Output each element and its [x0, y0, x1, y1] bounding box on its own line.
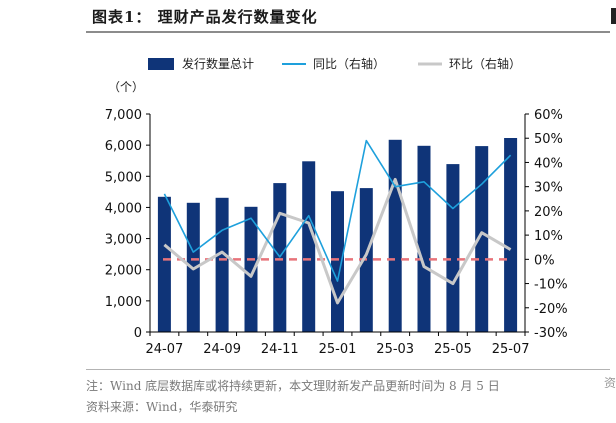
bar-25-07	[504, 138, 518, 332]
x-tick-label: 25-03	[376, 342, 414, 357]
y-left-tick-label: 5,000	[105, 170, 142, 185]
footer-divider	[86, 369, 610, 370]
y-left-tick-label: 4,000	[105, 201, 142, 216]
title-divider	[86, 31, 610, 33]
adjacent-figure-text-fragment: 资	[604, 376, 616, 388]
y-right-tick-label: -30%	[534, 326, 568, 341]
y-right-tick-label: 50%	[534, 132, 563, 147]
y-right-tick-label: 60%	[534, 108, 563, 123]
bar-25-05	[446, 164, 460, 332]
footer-source: 资料来源：Wind，华泰研究	[86, 400, 238, 414]
bar-25-04	[417, 145, 431, 332]
y-right-tick-label: -20%	[534, 302, 568, 317]
y-right-tick-label: -10%	[534, 278, 568, 293]
y-left-tick-label: 3,000	[105, 233, 142, 248]
bar-24-10	[244, 206, 258, 332]
bar-24-09	[215, 197, 229, 332]
legend-swatch-bar	[148, 58, 174, 70]
y-unit-label: （个）	[108, 80, 144, 94]
legend: 发行数量总计 同比（右轴） 环比（右轴）	[148, 56, 521, 71]
legend-label-total: 发行数量总计	[182, 56, 254, 71]
x-tick-label: 24-11	[261, 342, 299, 357]
y-right-tick-label: 0%	[534, 253, 555, 268]
figure-title: 图表1： 理财产品发行数量变化	[92, 8, 318, 26]
adjacent-figure-edge	[611, 8, 616, 24]
bar-25-03	[388, 139, 402, 332]
y-right-tick-label: 10%	[534, 229, 563, 244]
y-left-tick-label: 1,000	[105, 295, 142, 310]
y-left-tick-label: 2,000	[105, 264, 142, 279]
legend-label-yoy: 同比（右轴）	[313, 56, 385, 71]
bar-24-12	[302, 161, 316, 332]
y-left-tick-label: 6,000	[105, 139, 142, 154]
y-right-tick-label: 20%	[534, 205, 563, 220]
x-tick-label: 25-07	[492, 342, 530, 357]
x-tick-label: 24-07	[146, 342, 184, 357]
bar-24-07	[157, 196, 171, 332]
y-left-tick-label: 0	[134, 326, 142, 341]
y-right-tick-label: 40%	[534, 156, 563, 171]
bar-25-06	[475, 146, 489, 332]
x-tick-label: 25-01	[319, 342, 357, 357]
footer-note: 注：Wind 底层数据库或将持续更新，本文理财新发产品更新时间为 8 月 5 日	[86, 379, 500, 393]
legend-label-mom: 环比（右轴）	[449, 56, 521, 71]
y-left-tick-label: 7,000	[105, 108, 142, 123]
x-tick-label: 24-09	[203, 342, 241, 357]
x-tick-label: 25-05	[434, 342, 472, 357]
y-right-tick-label: 30%	[534, 181, 563, 196]
